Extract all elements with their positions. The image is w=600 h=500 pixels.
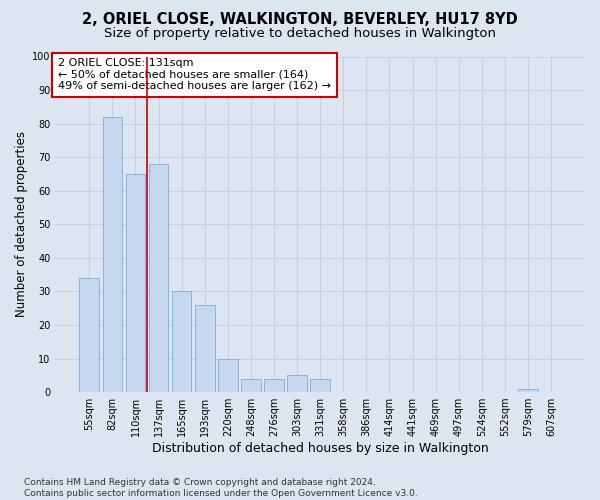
Bar bbox=[518, 388, 538, 392]
Bar bbox=[172, 292, 191, 392]
Bar bbox=[149, 164, 169, 392]
Bar bbox=[218, 358, 238, 392]
Text: Contains HM Land Registry data © Crown copyright and database right 2024.
Contai: Contains HM Land Registry data © Crown c… bbox=[24, 478, 418, 498]
X-axis label: Distribution of detached houses by size in Walkington: Distribution of detached houses by size … bbox=[152, 442, 488, 455]
Bar bbox=[125, 174, 145, 392]
Y-axis label: Number of detached properties: Number of detached properties bbox=[15, 132, 28, 318]
Text: 2 ORIEL CLOSE: 131sqm
← 50% of detached houses are smaller (164)
49% of semi-det: 2 ORIEL CLOSE: 131sqm ← 50% of detached … bbox=[58, 58, 331, 92]
Text: 2, ORIEL CLOSE, WALKINGTON, BEVERLEY, HU17 8YD: 2, ORIEL CLOSE, WALKINGTON, BEVERLEY, HU… bbox=[82, 12, 518, 28]
Bar bbox=[287, 376, 307, 392]
Bar bbox=[103, 117, 122, 392]
Bar bbox=[195, 305, 215, 392]
Bar bbox=[241, 378, 261, 392]
Bar bbox=[79, 278, 99, 392]
Bar bbox=[310, 378, 330, 392]
Text: Size of property relative to detached houses in Walkington: Size of property relative to detached ho… bbox=[104, 28, 496, 40]
Bar bbox=[264, 378, 284, 392]
